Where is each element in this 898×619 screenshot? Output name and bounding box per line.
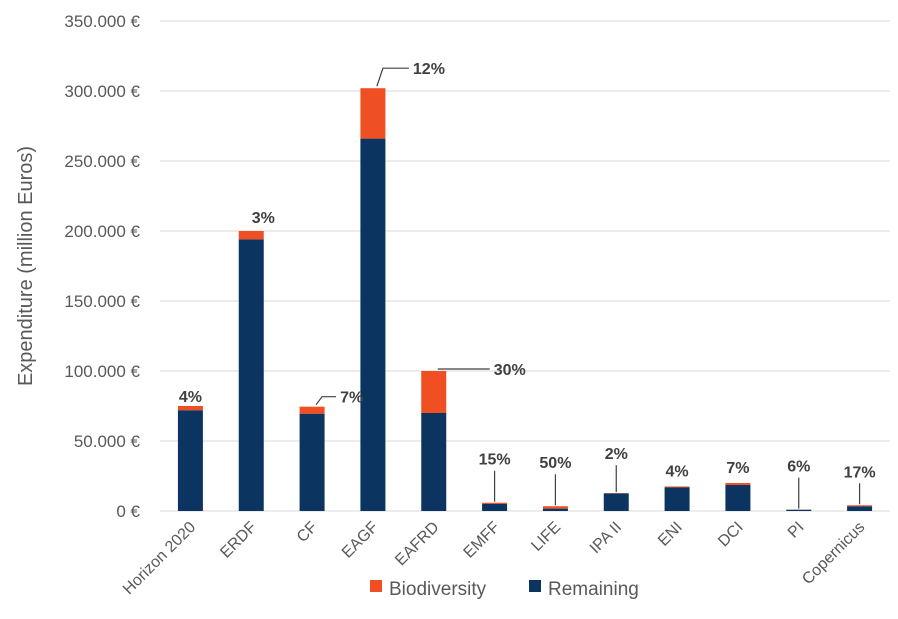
legend-swatch-biodiversity: [370, 580, 382, 592]
category-label-eafrd: EAFRD: [392, 519, 442, 569]
category-label-cf: CF: [294, 519, 321, 546]
bars: [177, 88, 873, 511]
bar-remaining-copernicus: [847, 506, 873, 511]
data-label-copernicus: 17%: [844, 464, 876, 481]
bar-remaining-eagf: [360, 138, 386, 511]
y-axis-title: Expenditure (million Euros): [15, 146, 37, 386]
data-label-emff: 15%: [479, 452, 511, 469]
bar-remaining-ipa-ii: [603, 493, 629, 511]
bar-biodiversity-eafrd: [421, 371, 447, 413]
y-tick-label: 0 €: [116, 502, 140, 521]
data-label-ipa-ii: 2%: [605, 446, 628, 463]
bar-biodiversity-dci: [725, 483, 751, 485]
category-label-dci: DCI: [715, 519, 747, 551]
data-label-eafrd: 30%: [494, 362, 526, 379]
category-label-emff: EMFF: [461, 519, 504, 562]
bar-remaining-horizon-2020: [177, 410, 203, 511]
legend-label-remaining: Remaining: [548, 579, 639, 600]
y-tick-label: 150.000 €: [64, 292, 140, 311]
category-label-erdf: ERDF: [217, 519, 260, 562]
bar-biodiversity-eagf: [360, 88, 386, 139]
category-label-copernicus: Copernicus: [799, 519, 868, 588]
bar-remaining-cf: [299, 413, 325, 511]
y-tick-label: 250.000 €: [64, 152, 140, 171]
y-tick-label: 200.000 €: [64, 222, 140, 241]
y-tick-label: 100.000 €: [64, 362, 140, 381]
bar-biodiversity-copernicus: [847, 505, 873, 507]
data-label-eni: 4%: [666, 464, 689, 481]
bar-remaining-dci: [725, 484, 751, 511]
bar-biodiversity-eni: [664, 486, 690, 488]
y-axis-ticks: 0 € 50.000 € 100.000 € 150.000 € 200.000 € 25…: [64, 12, 140, 521]
bar-biodiversity-emff: [482, 502, 508, 504]
y-tick-label: 300.000 €: [64, 82, 140, 101]
gridlines: [160, 20, 890, 512]
y-tick-label: 50.000 €: [74, 432, 141, 451]
category-label-horizon-2020: Horizon 2020: [120, 519, 199, 598]
bar-remaining-eafrd: [421, 413, 447, 511]
category-label-ipa-ii: IPA II: [587, 519, 625, 557]
data-label-life: 50%: [539, 455, 571, 472]
leader-line-eagf: [376, 67, 409, 87]
data-label-pi: 6%: [787, 459, 810, 476]
category-label-pi: PI: [785, 519, 808, 542]
data-label-cf: 7%: [340, 390, 363, 407]
data-label-eagf: 12%: [413, 61, 445, 78]
x-axis-categories: Horizon 2020 ERDF CF EAGF EAFRD EMFF LIFE IPA I…: [120, 519, 868, 598]
category-label-eagf: EAGF: [339, 519, 382, 562]
bar-remaining-erdf: [238, 239, 264, 511]
legend-label-biodiversity: Biodiversity: [389, 579, 487, 600]
bar-remaining-life: [542, 508, 568, 511]
data-label-erdf: 3%: [252, 210, 275, 227]
legend: Biodiversity Remaining: [370, 579, 639, 600]
bar-biodiversity-life: [542, 506, 568, 509]
bar-remaining-emff: [482, 504, 508, 511]
leader-line-cf: [315, 396, 337, 406]
data-label-dci: 7%: [726, 460, 749, 477]
bar-biodiversity-cf: [299, 406, 325, 414]
bar-remaining-eni: [664, 487, 690, 511]
category-label-life: LIFE: [528, 519, 564, 555]
legend-swatch-remaining: [529, 580, 541, 592]
data-labels: 4% 3% 7% 12% 30% 15% 50% 2% 4% 7% 6% 17%: [179, 61, 876, 509]
bar-biodiversity-horizon-2020: [177, 406, 203, 411]
category-label-eni: ENI: [655, 519, 686, 550]
bar-remaining-pi: [786, 509, 812, 511]
data-label-horizon-2020: 4%: [179, 389, 202, 406]
y-tick-label: 350.000 €: [64, 12, 140, 31]
bar-biodiversity-erdf: [238, 231, 264, 240]
